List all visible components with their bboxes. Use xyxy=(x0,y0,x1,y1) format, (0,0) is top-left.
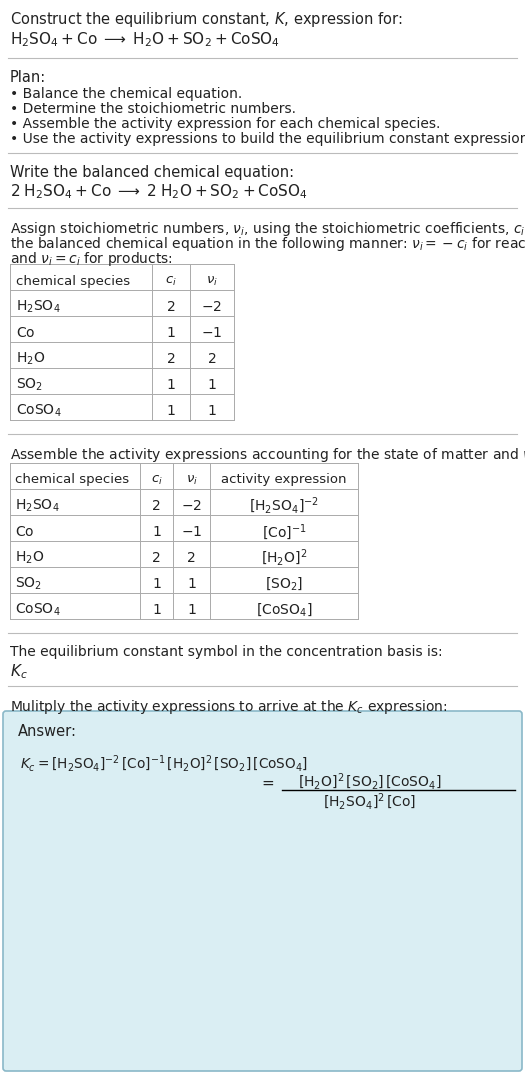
Text: $\mathrm{Co}$: $\mathrm{Co}$ xyxy=(16,326,35,340)
Text: $\mathrm{H_2O}$: $\mathrm{H_2O}$ xyxy=(15,550,44,566)
Text: • Determine the stoichiometric numbers.: • Determine the stoichiometric numbers. xyxy=(10,102,296,116)
Text: $\mathrm{H_2SO_4}$: $\mathrm{H_2SO_4}$ xyxy=(16,299,60,315)
Text: $K_c = [\mathrm{H_2SO_4}]^{-2}\,[\mathrm{Co}]^{-1}\,[\mathrm{H_2O}]^{2}\,[\mathr: $K_c = [\mathrm{H_2SO_4}]^{-2}\,[\mathrm… xyxy=(20,754,308,774)
Text: 2: 2 xyxy=(207,352,216,366)
Text: $[\mathrm{H_2SO_4}]^{-2}$: $[\mathrm{H_2SO_4}]^{-2}$ xyxy=(249,496,319,517)
Text: $[\mathrm{CoSO_4}]$: $[\mathrm{CoSO_4}]$ xyxy=(256,601,312,619)
Text: 1: 1 xyxy=(207,404,216,418)
Text: Answer:: Answer: xyxy=(18,724,77,739)
Text: $\nu_i$: $\nu_i$ xyxy=(206,275,218,288)
Text: 1: 1 xyxy=(207,378,216,392)
Text: Assign stoichiometric numbers, $\nu_i$, using the stoichiometric coefficients, $: Assign stoichiometric numbers, $\nu_i$, … xyxy=(10,220,525,238)
Text: $c_i$: $c_i$ xyxy=(165,275,177,288)
Text: 1: 1 xyxy=(152,525,161,539)
Text: 1: 1 xyxy=(187,577,196,591)
Text: 1: 1 xyxy=(152,577,161,591)
Text: 2: 2 xyxy=(166,352,175,366)
Text: 1: 1 xyxy=(166,378,175,392)
Text: Assemble the activity expressions accounting for the state of matter and $\nu_i$: Assemble the activity expressions accoun… xyxy=(10,446,525,464)
Text: $[\mathrm{SO_2}]$: $[\mathrm{SO_2}]$ xyxy=(265,576,303,593)
Text: chemical species: chemical species xyxy=(16,275,130,288)
Text: $[\mathrm{H_2SO_4}]^2\,[\mathrm{Co}]$: $[\mathrm{H_2SO_4}]^2\,[\mathrm{Co}]$ xyxy=(323,792,417,812)
Text: Mulitply the activity expressions to arrive at the $K_c$ expression:: Mulitply the activity expressions to arr… xyxy=(10,698,447,716)
Text: $[\mathrm{Co}]^{-1}$: $[\mathrm{Co}]^{-1}$ xyxy=(262,522,306,542)
Text: 2: 2 xyxy=(152,551,161,565)
Text: $c_i$: $c_i$ xyxy=(151,474,162,487)
Text: 1: 1 xyxy=(166,326,175,340)
Text: 2: 2 xyxy=(187,551,196,565)
Text: • Use the activity expressions to build the equilibrium constant expression.: • Use the activity expressions to build … xyxy=(10,132,525,146)
Text: $=$: $=$ xyxy=(259,774,275,789)
Text: $\mathrm{SO_2}$: $\mathrm{SO_2}$ xyxy=(15,576,42,592)
Text: $\mathrm{SO_2}$: $\mathrm{SO_2}$ xyxy=(16,377,43,393)
Text: 1: 1 xyxy=(166,404,175,418)
Text: $\mathrm{CoSO_4}$: $\mathrm{CoSO_4}$ xyxy=(15,601,60,619)
Text: $\mathrm{H_2SO_4 + Co \;\longrightarrow\; H_2O + SO_2 + CoSO_4}$: $\mathrm{H_2SO_4 + Co \;\longrightarrow\… xyxy=(10,30,280,48)
Text: Write the balanced chemical equation:: Write the balanced chemical equation: xyxy=(10,165,294,180)
Text: Construct the equilibrium constant, $K$, expression for:: Construct the equilibrium constant, $K$,… xyxy=(10,10,403,29)
Text: and $\nu_i = c_i$ for products:: and $\nu_i = c_i$ for products: xyxy=(10,250,173,268)
Text: 2: 2 xyxy=(166,300,175,314)
FancyBboxPatch shape xyxy=(3,711,522,1071)
Text: $K_c$: $K_c$ xyxy=(10,662,28,681)
Text: $[\mathrm{H_2O}]^{2}$: $[\mathrm{H_2O}]^{2}$ xyxy=(261,548,307,568)
Text: $-1$: $-1$ xyxy=(181,525,202,539)
Text: $\mathrm{2\;H_2SO_4 + Co \;\longrightarrow\; 2\;H_2O + SO_2 + CoSO_4}$: $\mathrm{2\;H_2SO_4 + Co \;\longrightarr… xyxy=(10,182,308,201)
Text: $\mathrm{CoSO_4}$: $\mathrm{CoSO_4}$ xyxy=(16,403,61,419)
Text: $-1$: $-1$ xyxy=(202,326,223,340)
Text: The equilibrium constant symbol in the concentration basis is:: The equilibrium constant symbol in the c… xyxy=(10,645,443,659)
Text: chemical species: chemical species xyxy=(15,474,129,487)
Text: $[\mathrm{H_2O}]^2\,[\mathrm{SO_2}]\,[\mathrm{CoSO_4}]$: $[\mathrm{H_2O}]^2\,[\mathrm{SO_2}]\,[\m… xyxy=(298,772,442,793)
Text: $\mathrm{H_2SO_4}$: $\mathrm{H_2SO_4}$ xyxy=(15,498,59,514)
Text: the balanced chemical equation in the following manner: $\nu_i = -c_i$ for react: the balanced chemical equation in the fo… xyxy=(10,235,525,253)
Text: $\mathrm{Co}$: $\mathrm{Co}$ xyxy=(15,525,34,539)
Text: $-2$: $-2$ xyxy=(202,300,223,314)
Text: 1: 1 xyxy=(187,603,196,616)
Text: • Assemble the activity expression for each chemical species.: • Assemble the activity expression for e… xyxy=(10,117,440,131)
Text: 2: 2 xyxy=(152,499,161,513)
Text: 1: 1 xyxy=(152,603,161,616)
Text: • Balance the chemical equation.: • Balance the chemical equation. xyxy=(10,87,242,101)
Text: $\mathrm{H_2O}$: $\mathrm{H_2O}$ xyxy=(16,351,45,367)
Text: $-2$: $-2$ xyxy=(181,499,202,513)
Text: activity expression: activity expression xyxy=(221,474,346,487)
Text: $\nu_i$: $\nu_i$ xyxy=(185,474,197,487)
Text: Plan:: Plan: xyxy=(10,70,46,85)
